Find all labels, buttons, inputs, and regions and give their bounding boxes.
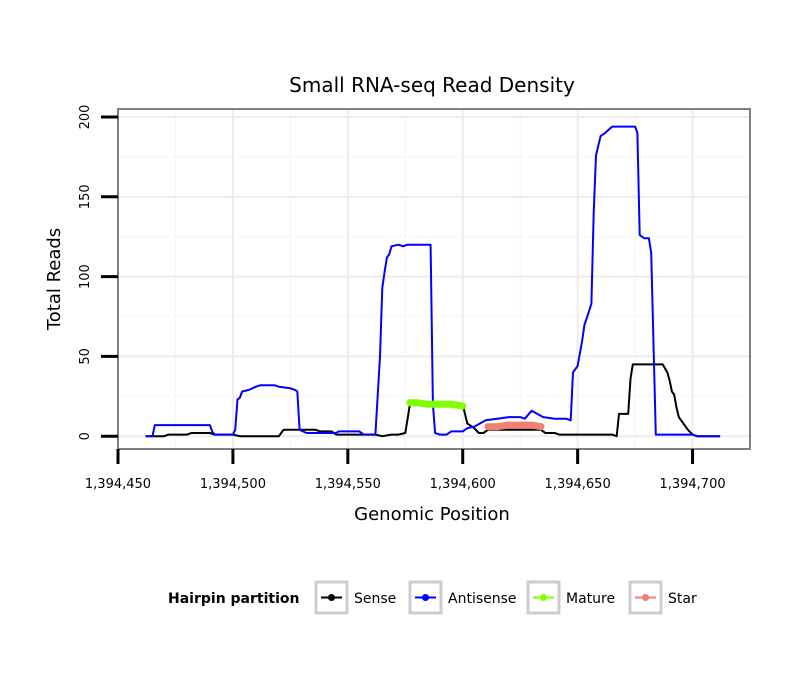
point-mature xyxy=(436,400,444,408)
point-star xyxy=(493,423,501,431)
chart-title: Small RNA-seq Read Density xyxy=(289,73,575,97)
point-mature xyxy=(459,402,467,410)
x-axis-title: Genomic Position xyxy=(354,504,510,525)
plot-border xyxy=(117,108,751,450)
point-mature xyxy=(424,400,432,408)
point-star xyxy=(528,421,536,429)
legend-label-antisense: Antisense xyxy=(448,591,517,607)
point-mature xyxy=(413,399,421,407)
legend-key-dot xyxy=(328,594,335,601)
legend-key-dot xyxy=(540,594,547,601)
legend-key-dot xyxy=(642,594,649,601)
point-star xyxy=(484,423,492,431)
x-tick-label: 1,394,650 xyxy=(545,477,611,492)
legend-label-star: Star xyxy=(668,591,697,607)
y-tick-label: 100 xyxy=(78,264,93,289)
legend-label-sense: Sense xyxy=(354,591,396,607)
point-mature xyxy=(447,400,455,408)
y-tick-label: 150 xyxy=(78,184,93,209)
series-layer xyxy=(145,125,721,438)
legend-title: Hairpin partition xyxy=(168,591,299,607)
point-mature xyxy=(406,399,414,407)
x-tick-label: 1,394,600 xyxy=(430,477,496,492)
y-tick-label: 0 xyxy=(78,432,93,440)
point-star xyxy=(516,421,524,429)
series-line-antisense xyxy=(145,125,721,438)
x-tick-label: 1,394,550 xyxy=(315,477,381,492)
x-tick-label: 1,394,450 xyxy=(85,477,151,492)
y-tick-label: 50 xyxy=(78,348,93,365)
series-line-sense xyxy=(145,363,721,438)
plot-panel xyxy=(118,109,750,449)
x-tick-label: 1,394,700 xyxy=(659,477,725,492)
x-tick-label: 1,394,500 xyxy=(200,477,266,492)
legend-key-dot xyxy=(422,594,429,601)
y-axis-title: Total Reads xyxy=(44,228,65,331)
legend: Hairpin partition Sense Antisense Mature St… xyxy=(168,580,697,615)
legend-label-mature: Mature xyxy=(566,591,615,607)
axes: 1,394,450 1,394,500 1,394,550 1,394,600 1,39… xyxy=(78,105,726,492)
y-tick-label: 200 xyxy=(78,105,93,130)
point-star xyxy=(537,423,545,431)
point-star xyxy=(505,421,513,429)
